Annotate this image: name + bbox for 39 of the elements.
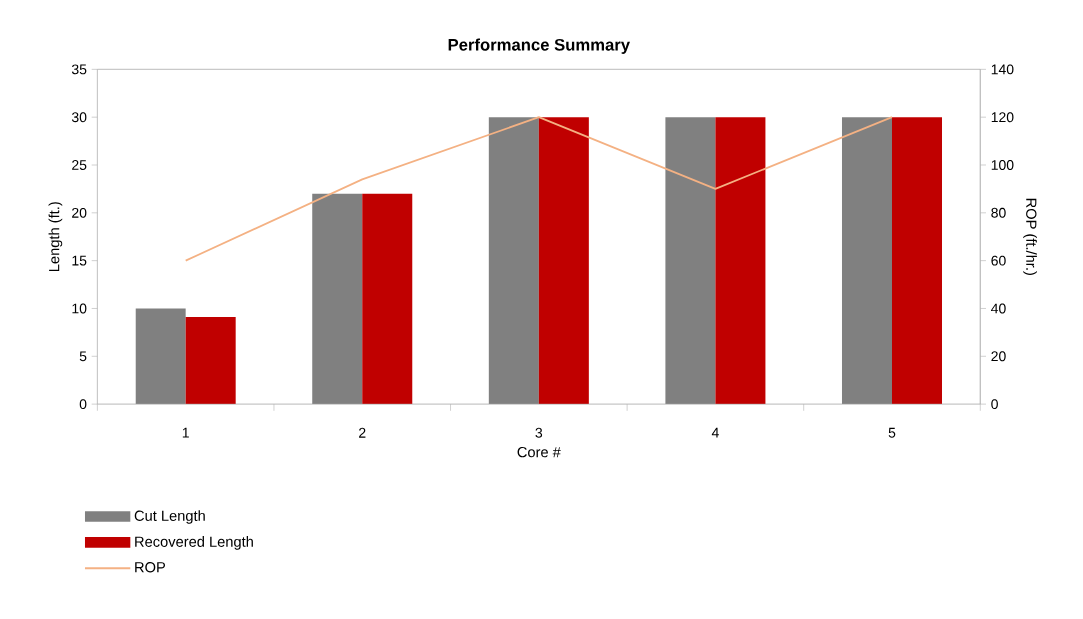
bar [362, 193, 413, 405]
legend-label: Cut Length [134, 510, 205, 524]
y-tick-label: 25 [72, 160, 87, 171]
y-tick-label: 30 [71, 112, 87, 123]
bar [185, 317, 236, 405]
bar [715, 117, 766, 405]
y-tick-label: 15 [72, 255, 87, 266]
bar [488, 117, 539, 405]
y-tick-label: 5 [79, 351, 87, 362]
x-tick-label: 1 [182, 427, 189, 438]
y2-tick-label: 60 [991, 255, 1006, 266]
y-tick-label: 20 [72, 207, 87, 218]
bar [312, 193, 363, 405]
x-tick-label: 2 [359, 427, 366, 438]
bar [665, 117, 716, 405]
legend-label: ROP [135, 562, 166, 573]
y2-tick-label: 0 [991, 399, 998, 410]
bar [135, 308, 186, 405]
y2-tick-label: 140 [991, 64, 1014, 75]
legend-label: Recovered Length [135, 536, 253, 550]
y2-axis-title: ROP (ft./hr.) [1023, 198, 1037, 276]
chart-title: Performance Summary [448, 38, 630, 55]
y2-tick-label: 20 [991, 351, 1006, 362]
x-tick-label: 5 [888, 427, 896, 438]
y-tick-label: 0 [79, 399, 87, 410]
x-tick-label: 3 [535, 427, 543, 438]
y2-tick-label: 80 [991, 207, 1006, 218]
bar [841, 117, 892, 405]
y-axis-title: Length (ft.) [48, 202, 63, 272]
y2-tick-label: 40 [991, 303, 1006, 314]
bar [892, 117, 943, 405]
y-tick-label: 35 [71, 64, 87, 75]
bar [538, 117, 589, 405]
x-tick-label: 4 [711, 427, 719, 438]
y2-tick-label: 120 [991, 112, 1014, 123]
line-series [184, 116, 893, 262]
x-axis-title: Core # [517, 447, 561, 458]
y2-tick-label: 100 [991, 160, 1014, 171]
y-tick-label: 10 [72, 303, 87, 314]
